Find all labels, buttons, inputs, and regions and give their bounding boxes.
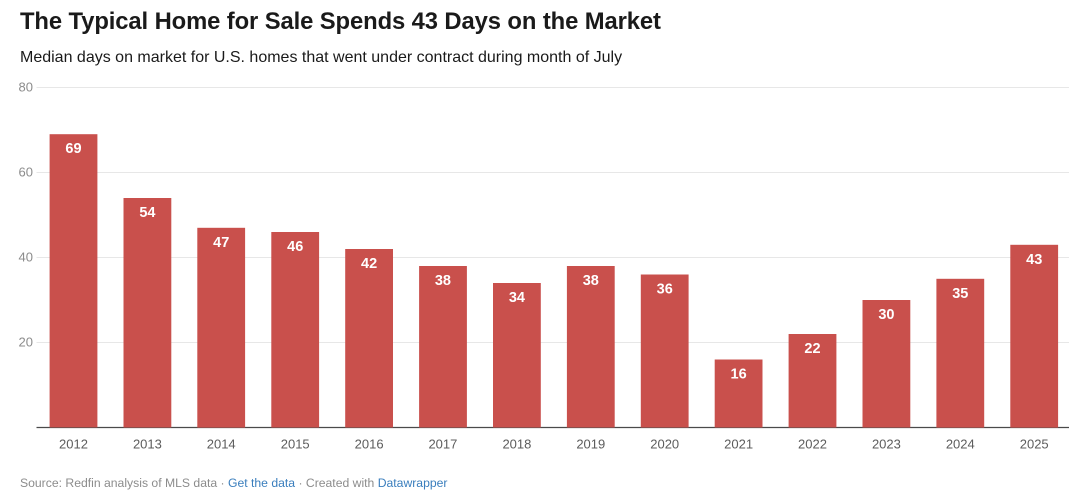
svg-text:46: 46 (287, 239, 303, 255)
svg-text:2017: 2017 (428, 437, 457, 452)
svg-text:2015: 2015 (281, 437, 310, 452)
svg-text:22: 22 (804, 341, 820, 357)
svg-text:69: 69 (65, 141, 81, 157)
svg-text:2018: 2018 (502, 437, 531, 452)
svg-text:2014: 2014 (207, 437, 236, 452)
svg-text:2022: 2022 (798, 437, 827, 452)
svg-text:2013: 2013 (133, 437, 162, 452)
svg-text:43: 43 (1026, 252, 1042, 268)
svg-text:2019: 2019 (576, 437, 605, 452)
svg-text:47: 47 (213, 235, 229, 251)
svg-text:2021: 2021 (724, 437, 753, 452)
svg-text:34: 34 (509, 290, 525, 306)
svg-text:2024: 2024 (946, 437, 975, 452)
svg-text:40: 40 (19, 250, 33, 265)
svg-text:2020: 2020 (650, 437, 679, 452)
svg-text:2023: 2023 (872, 437, 901, 452)
svg-text:38: 38 (583, 273, 599, 289)
svg-text:30: 30 (878, 307, 894, 323)
svg-text:20: 20 (19, 335, 33, 350)
svg-text:42: 42 (361, 256, 377, 272)
svg-text:80: 80 (19, 80, 33, 95)
svg-text:36: 36 (657, 282, 673, 298)
svg-text:60: 60 (19, 165, 33, 180)
svg-text:38: 38 (435, 273, 451, 289)
svg-text:2016: 2016 (355, 437, 384, 452)
svg-text:2012: 2012 (59, 437, 88, 452)
svg-text:35: 35 (952, 286, 968, 302)
svg-text:16: 16 (731, 367, 747, 383)
svg-text:2025: 2025 (1020, 437, 1049, 452)
svg-text:54: 54 (139, 205, 155, 221)
